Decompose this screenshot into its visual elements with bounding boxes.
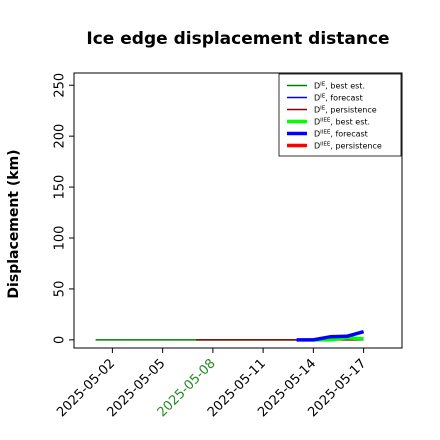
y-axis: 0 50 100 150 200 250: [53, 73, 74, 344]
x-axis: 2025-05-022025-05-052025-05-082025-05-11…: [54, 348, 369, 420]
y-tick-label: 200: [53, 124, 68, 149]
legend-entry-4: DIIEE, forecast: [314, 130, 368, 139]
legend-entry-2: DIE, persistence: [314, 106, 377, 115]
legend-entry-1: DIE, forecast: [314, 94, 363, 103]
plot-frame: [73, 72, 403, 349]
series-line-4: [296, 330, 365, 342]
chart-title: Ice edge displacement distance: [86, 29, 389, 49]
legend: DIE, best est. DIE, forecast DIE, persiste…: [278, 73, 402, 157]
series-layer: [95, 330, 365, 342]
y-tick-label: 100: [53, 226, 68, 251]
legend-entry-3: DIIEE, best est.: [314, 118, 370, 127]
legend-entry-0: DIE, best est.: [314, 82, 365, 91]
y-tick-label: 50: [53, 281, 68, 298]
legend-box: [278, 73, 402, 157]
y-tick-label: 250: [53, 73, 68, 98]
y-tick-label: 0: [53, 336, 68, 344]
legend-entry-5: DIIEE, persistence: [314, 142, 382, 151]
y-axis-label: Displacement (km): [6, 149, 22, 298]
y-tick-label: 150: [53, 175, 68, 200]
